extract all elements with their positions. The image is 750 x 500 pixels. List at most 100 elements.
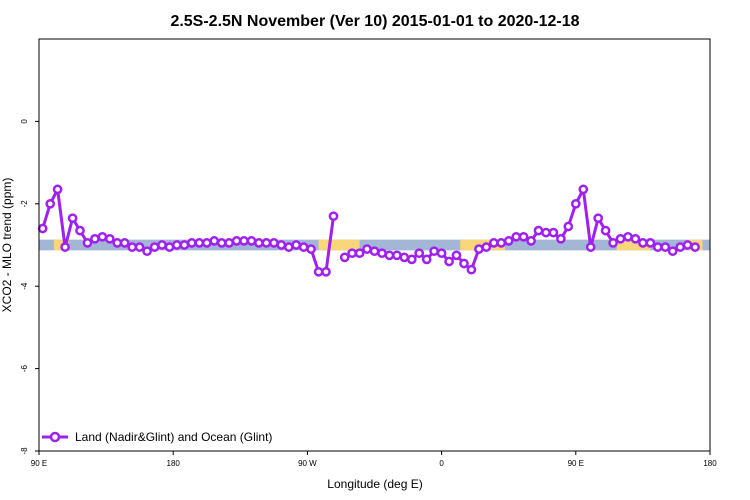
data-point (623, 231, 633, 242)
y-axis: -8 -6 -4 -2 0 (20, 119, 39, 455)
data-point (269, 238, 279, 248)
data-point (97, 231, 108, 242)
data-point (239, 236, 249, 246)
data-point (60, 242, 70, 252)
data-point (638, 238, 648, 248)
data-point (548, 227, 559, 238)
data-point (429, 246, 439, 257)
data-point (600, 225, 611, 236)
data-point (172, 240, 182, 250)
land-band-segment (616, 239, 651, 251)
x-tick-label: 90 E (31, 459, 47, 468)
data-point (306, 244, 316, 254)
data-point (291, 240, 302, 250)
data-point (533, 225, 544, 236)
series-layer (37, 184, 700, 277)
data-point (75, 225, 85, 236)
series-line (41, 187, 335, 274)
y-tick-label: -2 (20, 200, 29, 208)
data-point (563, 221, 574, 232)
plot-frame (38, 38, 711, 452)
legend-label: Land (Nadir&Glint) and Ocean (Glint) (75, 430, 272, 444)
data-point (254, 238, 264, 248)
data-point (224, 238, 234, 248)
data-point (608, 238, 618, 248)
x-axis-label: Longitude (deg E) (327, 477, 422, 491)
data-point (399, 252, 410, 263)
data-point (157, 240, 167, 250)
data-point (347, 248, 357, 259)
legend: Land (Nadir&Glint) and Ocean (Glint) (42, 430, 272, 444)
ocean-band (39, 239, 710, 251)
data-point (142, 246, 152, 257)
data-point (67, 213, 78, 224)
data-point (488, 238, 499, 248)
y-tick-label: -4 (20, 282, 29, 290)
data-point (556, 233, 566, 244)
data-point (149, 242, 160, 252)
data-point (593, 213, 604, 224)
data-point (459, 258, 469, 269)
data-point (246, 236, 257, 246)
data-point (283, 242, 294, 252)
land-band-segment (318, 239, 360, 251)
data-point (362, 244, 372, 254)
data-point (377, 248, 387, 259)
x-tick-label: 180 (703, 459, 717, 468)
data-point (104, 233, 115, 244)
y-tick-label: -6 (20, 364, 29, 372)
data-point (127, 242, 138, 252)
data-point (369, 246, 380, 257)
x-tick-label: 90 E (568, 459, 584, 468)
x-tick-label: 180 (167, 459, 181, 468)
x-tick-label: 90 W (298, 459, 317, 468)
data-point (321, 266, 331, 277)
data-point (134, 242, 145, 252)
data-point (52, 184, 63, 195)
y-tick-label: -8 (20, 447, 29, 455)
data-point (585, 242, 596, 252)
data-point (570, 198, 581, 209)
data-point (511, 231, 522, 242)
data-point (313, 266, 324, 277)
data-point (339, 252, 350, 263)
data-point (421, 254, 432, 265)
data-point (209, 236, 220, 246)
data-point (630, 233, 641, 244)
data-point (414, 248, 425, 259)
data-point (45, 198, 56, 209)
data-point (276, 240, 287, 250)
data-point (481, 242, 492, 252)
data-point (578, 184, 589, 195)
legend-marker (49, 431, 61, 443)
x-axis: 90 E 180 90 W 0 90 E 180 (31, 451, 717, 468)
data-point (541, 227, 551, 238)
data-point (667, 246, 678, 257)
data-point (518, 231, 529, 242)
data-point (444, 256, 454, 267)
data-point (216, 238, 227, 248)
data-point (90, 233, 100, 244)
data-point (451, 250, 462, 261)
data-point (645, 238, 656, 248)
data-point (112, 238, 123, 248)
data-point (503, 236, 514, 246)
data-point (496, 238, 507, 248)
data-point (466, 264, 477, 275)
chart-title: 2.5S-2.5N November (Ver 10) 2015-01-01 t… (170, 13, 579, 30)
data-point (119, 238, 130, 248)
data-point (194, 238, 205, 248)
data-point (231, 236, 242, 246)
data-point (406, 254, 417, 265)
data-point (164, 242, 175, 252)
y-tick-label: 0 (20, 119, 29, 124)
data-point (186, 238, 197, 248)
data-point (82, 238, 93, 248)
data-point (37, 223, 48, 234)
data-point (436, 248, 447, 259)
data-point (682, 240, 693, 250)
data-point (179, 240, 190, 250)
data-point (660, 242, 671, 252)
x-tick-label: 0 (439, 459, 444, 468)
